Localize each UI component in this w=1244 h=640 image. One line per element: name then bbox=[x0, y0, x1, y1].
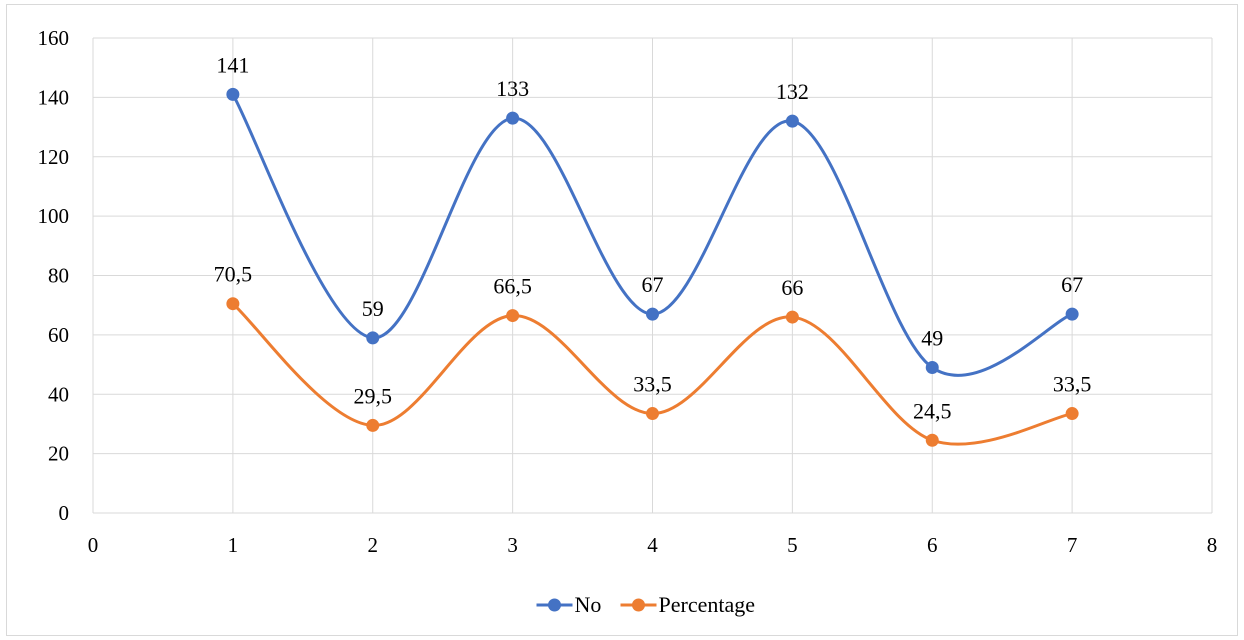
data-label-percentage: 29,5 bbox=[354, 383, 393, 408]
legend-marker-no bbox=[548, 598, 561, 612]
x-tick-label: 4 bbox=[647, 533, 658, 557]
x-tick-label: 8 bbox=[1207, 533, 1218, 557]
data-point-no bbox=[1065, 307, 1079, 321]
data-label-percentage: 66 bbox=[781, 275, 803, 300]
data-point-percentage bbox=[226, 297, 240, 311]
chart-frame bbox=[6, 4, 1238, 636]
data-label-no: 67 bbox=[1061, 272, 1083, 297]
x-tick-label: 2 bbox=[368, 533, 379, 557]
legend-marker-percentage bbox=[632, 598, 645, 612]
data-label-no: 49 bbox=[921, 326, 943, 351]
x-tick-label: 7 bbox=[1067, 533, 1078, 557]
data-point-no bbox=[506, 111, 520, 125]
data-label-no: 132 bbox=[776, 79, 809, 104]
data-point-percentage bbox=[1065, 407, 1079, 421]
data-point-percentage bbox=[506, 309, 520, 323]
x-tick-label: 0 bbox=[88, 533, 99, 557]
y-tick-label: 160 bbox=[38, 26, 70, 50]
y-tick-label: 140 bbox=[38, 85, 70, 109]
data-point-percentage bbox=[785, 310, 799, 324]
x-tick-label: 6 bbox=[927, 533, 938, 557]
data-point-no bbox=[646, 307, 659, 321]
data-labels: 141 59 133 67 132 49 67 70,5 29,5 66,5 33,5 66 24,5 3… bbox=[214, 52, 1092, 423]
data-point-percentage bbox=[925, 433, 939, 447]
data-point-percentage bbox=[366, 418, 380, 432]
y-tick-label: 120 bbox=[38, 145, 70, 169]
y-tick-label: 80 bbox=[48, 264, 69, 288]
legend-label-percentage: Percentage bbox=[659, 592, 756, 617]
series bbox=[226, 87, 1079, 447]
x-tick-label: 5 bbox=[787, 533, 798, 557]
data-point-no bbox=[785, 114, 799, 128]
legend-label-no: No bbox=[575, 592, 602, 617]
data-label-no: 141 bbox=[216, 52, 249, 77]
data-label-no: 59 bbox=[362, 296, 384, 321]
data-point-no bbox=[925, 361, 939, 375]
data-label-percentage: 33,5 bbox=[633, 372, 672, 397]
y-tick-label: 20 bbox=[48, 442, 69, 466]
y-tick-label: 100 bbox=[38, 204, 70, 228]
data-point-no bbox=[366, 331, 380, 345]
data-label-percentage: 24,5 bbox=[913, 398, 952, 423]
data-label-no: 133 bbox=[496, 76, 529, 101]
y-tick-label: 0 bbox=[59, 501, 70, 525]
grid bbox=[92, 37, 1213, 514]
legend: No Percentage bbox=[536, 592, 756, 617]
data-label-percentage: 66,5 bbox=[493, 274, 532, 299]
data-point-no bbox=[226, 87, 240, 101]
x-tick-label: 3 bbox=[507, 533, 518, 557]
x-tick-label: 1 bbox=[228, 533, 239, 557]
y-tick-label: 60 bbox=[48, 323, 69, 347]
data-point-percentage bbox=[646, 407, 659, 421]
data-label-percentage: 33,5 bbox=[1053, 372, 1092, 397]
y-tick-label: 40 bbox=[48, 382, 69, 406]
data-label-no: 67 bbox=[642, 272, 664, 297]
data-label-percentage: 70,5 bbox=[214, 262, 253, 287]
